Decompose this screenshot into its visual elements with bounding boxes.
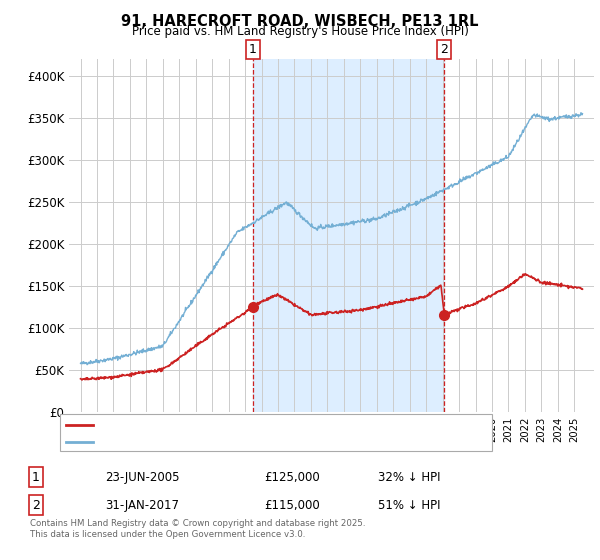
Text: Contains HM Land Registry data © Crown copyright and database right 2025.
This d: Contains HM Land Registry data © Crown c… <box>30 520 365 539</box>
Text: 2: 2 <box>32 498 40 512</box>
Text: 31-JAN-2017: 31-JAN-2017 <box>105 498 179 512</box>
Bar <box>253 59 444 412</box>
Text: 23-JUN-2005: 23-JUN-2005 <box>105 470 179 484</box>
Text: 1: 1 <box>32 470 40 484</box>
Text: £125,000: £125,000 <box>264 470 320 484</box>
Text: 2: 2 <box>440 43 448 56</box>
Text: £115,000: £115,000 <box>264 498 320 512</box>
Text: 32% ↓ HPI: 32% ↓ HPI <box>378 470 440 484</box>
Text: 1: 1 <box>249 43 257 56</box>
Text: 91, HARECROFT ROAD, WISBECH, PE13 1RL (detached house): 91, HARECROFT ROAD, WISBECH, PE13 1RL (d… <box>97 419 419 430</box>
Text: HPI: Average price, detached house, Fenland: HPI: Average price, detached house, Fenl… <box>97 437 331 447</box>
Text: Price paid vs. HM Land Registry's House Price Index (HPI): Price paid vs. HM Land Registry's House … <box>131 25 469 38</box>
Text: 91, HARECROFT ROAD, WISBECH, PE13 1RL: 91, HARECROFT ROAD, WISBECH, PE13 1RL <box>121 14 479 29</box>
Text: 51% ↓ HPI: 51% ↓ HPI <box>378 498 440 512</box>
